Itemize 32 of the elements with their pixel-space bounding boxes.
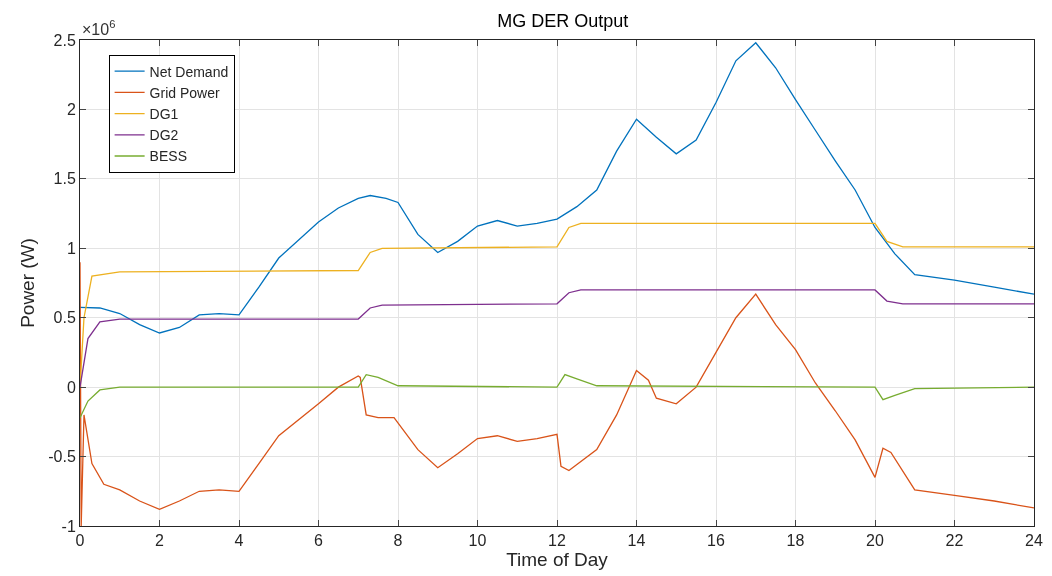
line-series (80, 289, 1034, 388)
x-tick-label: 4 (234, 532, 244, 550)
legend-label: Grid Power (149, 84, 220, 101)
x-tick-label: 10 (468, 532, 487, 550)
x-tick-label: 18 (786, 532, 805, 550)
line-series (80, 42, 1034, 334)
y-tick-label: 0 (66, 378, 76, 396)
line-series (80, 261, 1034, 526)
y-tick-label: 1 (66, 239, 76, 257)
x-tick-label: 20 (866, 532, 884, 550)
y-tick-label: -0.5 (48, 448, 76, 466)
legend-label: BESS (149, 148, 187, 165)
y-tick-label: 2.5 (53, 31, 76, 49)
y-tick-label: 2 (66, 101, 76, 119)
x-tick-label: 12 (548, 532, 566, 550)
y-axis-title: Power (W) (17, 238, 39, 328)
x-tick-label: 14 (627, 532, 646, 550)
legend-label: DG2 (149, 127, 179, 144)
legend-label: DG1 (149, 106, 179, 123)
chart-title: MG DER Output (497, 11, 629, 31)
x-tick-label: 2 (155, 532, 165, 550)
text: ×10$^{6}$ (82, 18, 116, 38)
legend-label: Net Demand (149, 63, 229, 80)
x-tick-label: 22 (945, 532, 964, 550)
x-axis-title: Time of Day (506, 549, 609, 571)
x-tick-label: 8 (393, 532, 403, 550)
y-tick-label: -1 (61, 517, 76, 535)
x-tick-label: 6 (314, 532, 324, 550)
y-tick-label: 1.5 (53, 170, 76, 188)
y-tick-label: 0.5 (53, 309, 76, 327)
x-tick-label: 24 (1025, 532, 1043, 550)
x-tick-label: 16 (707, 532, 725, 550)
